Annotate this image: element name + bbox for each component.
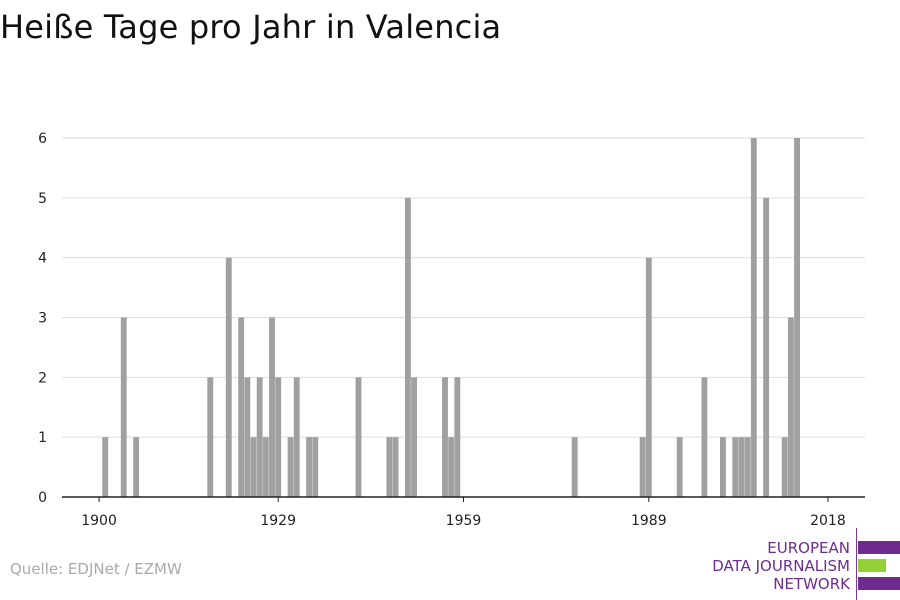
bar-1906	[133, 437, 140, 497]
bar-1901	[102, 437, 109, 497]
logo-bar-top	[858, 541, 900, 554]
bar-1926	[256, 377, 263, 497]
bar-1929	[275, 377, 282, 497]
bar-1932	[293, 377, 300, 497]
logo-line-network: NETWORK	[773, 575, 850, 593]
bar-1950	[404, 197, 411, 497]
y-tick-label-6: 6	[38, 131, 47, 147]
bar-1918	[207, 377, 214, 497]
bar-1957	[448, 437, 455, 497]
bar-2013	[794, 138, 800, 497]
bar-1925	[250, 437, 257, 497]
bar-1927	[262, 437, 269, 497]
bar-1958	[454, 377, 461, 497]
bar-1934	[306, 437, 313, 497]
y-tick-label-1: 1	[38, 430, 47, 446]
bar-1931	[287, 437, 294, 497]
bar-1956	[442, 377, 448, 497]
bar-1994	[676, 437, 683, 497]
bar-2012	[787, 317, 794, 497]
source-note: Quelle: EDJNet / EZMW	[10, 560, 182, 578]
bar-1989	[645, 257, 652, 497]
x-tick-label-1929: 1929	[260, 513, 296, 529]
bar-1951	[411, 377, 418, 497]
bar-1947	[386, 437, 393, 497]
logo-line-european: EUROPEAN	[767, 539, 850, 557]
x-tick-label-1900: 1900	[81, 513, 117, 529]
bar-1977	[571, 437, 578, 497]
bar-1928	[269, 317, 275, 497]
y-tick-label-0: 0	[38, 490, 47, 506]
bar-2004	[738, 437, 745, 497]
bar-1923	[238, 317, 245, 497]
y-tick-label-2: 2	[38, 370, 47, 386]
chart-title: Heiße Tage pro Jahr in Valencia	[0, 8, 502, 46]
bar-1942	[355, 377, 362, 497]
bar-1921	[225, 257, 232, 497]
bar-1924	[244, 377, 251, 497]
bar-1948	[392, 437, 399, 497]
bar-1998	[701, 377, 708, 497]
y-tick-label-4: 4	[38, 251, 47, 267]
bar-2011	[781, 437, 788, 497]
edjnet-logo: EUROPEAN DATA JOURNALISM NETWORK	[690, 528, 900, 600]
logo-divider	[856, 528, 857, 600]
x-tick-label-1959: 1959	[446, 513, 482, 529]
y-tick-label-3: 3	[38, 311, 47, 327]
bar-2003	[732, 437, 739, 497]
logo-line-data-journalism: DATA JOURNALISM	[712, 557, 850, 575]
bar-1904	[120, 317, 127, 497]
bar-2005	[744, 437, 751, 497]
logo-bar-bottom	[858, 577, 900, 590]
y-tick-label-5: 5	[38, 191, 47, 207]
bar-2001	[720, 437, 726, 497]
x-tick-label-2018: 2018	[810, 513, 846, 529]
bar-1935	[312, 437, 319, 497]
x-tick-label-1989: 1989	[631, 513, 667, 529]
logo-bar-middle	[858, 559, 886, 572]
bar-1988	[639, 437, 646, 497]
bar-2006	[750, 138, 757, 497]
bar-2008	[763, 197, 770, 497]
